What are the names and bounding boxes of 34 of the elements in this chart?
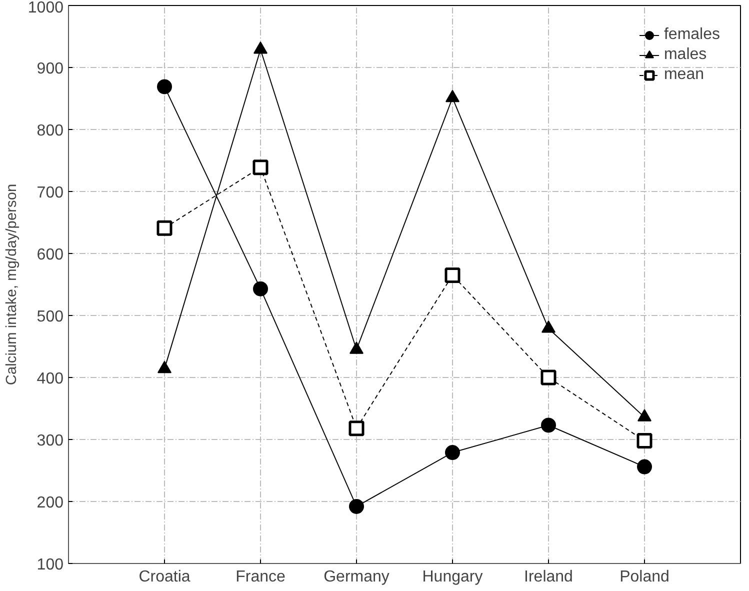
x-tick-label: France — [236, 568, 286, 586]
point — [348, 420, 364, 436]
point — [253, 281, 268, 296]
x-tick-label: Ireland — [524, 568, 573, 586]
point — [637, 459, 652, 474]
point — [540, 370, 556, 386]
point — [156, 220, 172, 236]
x-tick-label: Croatia — [138, 568, 190, 586]
x-tick-label: Germany — [324, 568, 390, 586]
point — [445, 445, 460, 460]
point — [252, 160, 268, 176]
legend-label: males — [664, 46, 707, 64]
x-tick-label: Hungary — [422, 568, 483, 586]
y-tick-label: 100 — [36, 556, 64, 574]
y-tick-label: 300 — [36, 432, 64, 450]
point — [349, 498, 364, 514]
point — [157, 79, 172, 94]
y-tick-label: 400 — [36, 370, 64, 388]
point — [444, 267, 460, 283]
y-tick-label: 500 — [36, 308, 64, 326]
y-tick-label: 1000 — [28, 0, 64, 16]
legend-label: mean — [664, 66, 704, 84]
y-tick-label: 200 — [36, 494, 64, 512]
legend-label: females — [664, 26, 720, 44]
x-tick-label: Poland — [620, 568, 670, 586]
y-tick-label: 800 — [36, 122, 64, 140]
y-tick-label: 700 — [36, 184, 64, 202]
y-tick-label: 600 — [36, 246, 64, 264]
point — [446, 90, 460, 102]
point — [636, 432, 652, 448]
y-axis-title: Calcium intake, mg/day/person — [4, 184, 20, 386]
y-tick-label: 900 — [36, 60, 64, 78]
point — [254, 42, 268, 54]
point — [541, 418, 556, 433]
